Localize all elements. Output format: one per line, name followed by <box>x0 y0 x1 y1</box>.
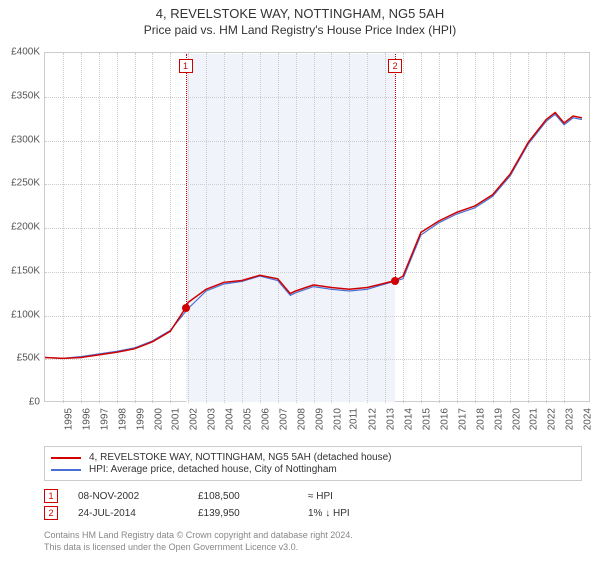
sale-price: £108,500 <box>198 491 308 502</box>
legend-row: HPI: Average price, detached house, City… <box>51 464 575 475</box>
x-axis-label: 2015 <box>421 408 432 430</box>
y-axis-label: £50K <box>0 353 40 364</box>
sale-price: £139,950 <box>198 508 308 519</box>
footnote-line1: Contains HM Land Registry data © Crown c… <box>44 530 353 542</box>
legend-swatch <box>51 469 81 471</box>
legend-label: 4, REVELSTOKE WAY, NOTTINGHAM, NG5 5AH (… <box>89 452 392 463</box>
sale-marker-box: 1 <box>179 59 193 73</box>
sale-diff: 1% ↓ HPI <box>308 508 408 519</box>
footnote: Contains HM Land Registry data © Crown c… <box>44 530 353 553</box>
chart-title: 4, REVELSTOKE WAY, NOTTINGHAM, NG5 5AH <box>0 6 600 21</box>
x-axis-label: 2018 <box>475 408 486 430</box>
x-axis-label: 1995 <box>63 408 74 430</box>
legend-swatch <box>51 457 81 459</box>
y-axis-label: £150K <box>0 265 40 276</box>
sale-date: 24-JUL-2014 <box>78 508 198 519</box>
plot-rect: 12 <box>44 52 590 402</box>
sale-number-box: 1 <box>44 489 58 503</box>
chart-area: 12 £0£50K£100K£150K£200K£250K£300K£350K£… <box>44 52 590 402</box>
y-axis-label: £100K <box>0 309 40 320</box>
x-axis-label: 2012 <box>368 408 379 430</box>
x-axis-label: 2009 <box>314 408 325 430</box>
x-axis-label: 1996 <box>81 408 92 430</box>
y-axis-label: £0 <box>0 397 40 408</box>
x-axis-label: 2013 <box>385 408 396 430</box>
legend-label: HPI: Average price, detached house, City… <box>89 464 337 475</box>
sale-number-box: 2 <box>44 506 58 520</box>
x-axis-label: 2020 <box>511 408 522 430</box>
x-axis-label: 2024 <box>582 408 593 430</box>
x-axis-label: 2014 <box>403 408 414 430</box>
x-axis-label: 2016 <box>439 408 450 430</box>
x-axis-label: 1999 <box>135 408 146 430</box>
x-axis-label: 2008 <box>296 408 307 430</box>
x-axis-label: 1998 <box>117 408 128 430</box>
x-axis-label: 2022 <box>547 408 558 430</box>
x-axis-label: 2005 <box>242 408 253 430</box>
y-axis-label: £350K <box>0 90 40 101</box>
y-axis-label: £200K <box>0 222 40 233</box>
x-axis-label: 2011 <box>349 408 360 430</box>
hpi-line <box>45 114 582 358</box>
x-axis-label: 2004 <box>224 408 235 430</box>
x-axis-label: 2003 <box>206 408 217 430</box>
y-axis-label: £300K <box>0 134 40 145</box>
sale-dot <box>182 304 190 312</box>
line-svg <box>45 53 591 403</box>
sale-row: 1 08-NOV-2002£108,500≈ HPI <box>44 489 408 503</box>
sale-marker-line <box>186 54 187 308</box>
x-axis-label: 2000 <box>153 408 164 430</box>
x-axis-label: 2007 <box>278 408 289 430</box>
sales-table: 1 08-NOV-2002£108,500≈ HPI 2 24-JUL-2014£13… <box>44 486 408 523</box>
x-axis-label: 2017 <box>457 408 468 430</box>
y-axis-label: £250K <box>0 178 40 189</box>
sale-marker-line <box>395 54 396 281</box>
footnote-line2: This data is licensed under the Open Gov… <box>44 542 353 554</box>
x-axis-label: 2023 <box>564 408 575 430</box>
legend: 4, REVELSTOKE WAY, NOTTINGHAM, NG5 5AH (… <box>44 446 582 481</box>
sale-dot <box>391 277 399 285</box>
sale-row: 2 24-JUL-2014£139,9501% ↓ HPI <box>44 506 408 520</box>
property-line <box>45 113 582 359</box>
x-axis-label: 2010 <box>332 408 343 430</box>
sale-marker-box: 2 <box>388 59 402 73</box>
sale-date: 08-NOV-2002 <box>78 491 198 502</box>
y-axis-label: £400K <box>0 47 40 58</box>
legend-row: 4, REVELSTOKE WAY, NOTTINGHAM, NG5 5AH (… <box>51 452 575 463</box>
x-axis-label: 2001 <box>171 408 182 430</box>
chart-subtitle: Price paid vs. HM Land Registry's House … <box>0 23 600 37</box>
sale-diff: ≈ HPI <box>308 491 408 502</box>
x-axis-label: 2019 <box>493 408 504 430</box>
x-axis-label: 2021 <box>529 408 540 430</box>
x-axis-label: 2002 <box>189 408 200 430</box>
x-axis-label: 2006 <box>260 408 271 430</box>
x-axis-label: 1997 <box>99 408 110 430</box>
